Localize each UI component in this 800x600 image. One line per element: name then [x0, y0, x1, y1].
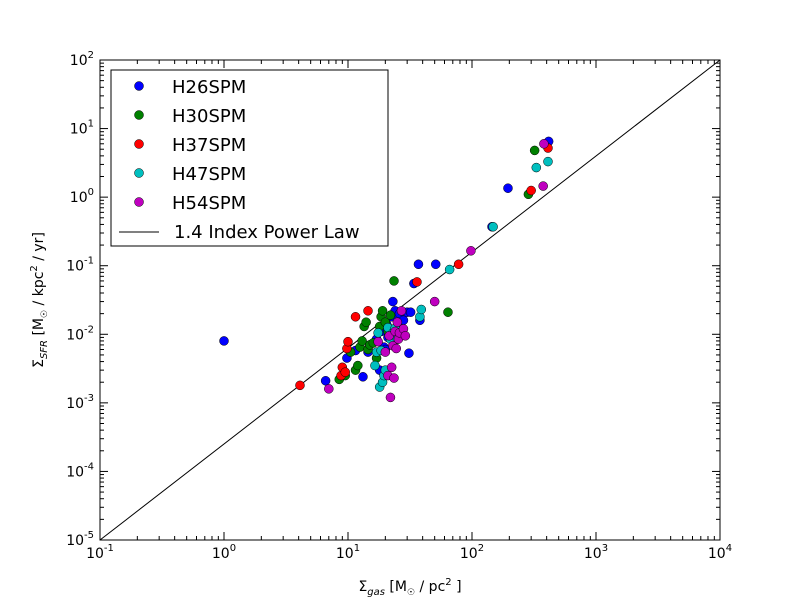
legend-label-power-law: 1.4 Index Power Law — [174, 222, 360, 243]
x-tick-label: 10-1 — [86, 543, 114, 562]
series-h37spm — [295, 143, 553, 391]
y-axis-label: ΣSFR [M☉ / kpc2 / yr] — [29, 232, 50, 368]
data-point-h54spm — [324, 384, 334, 394]
data-point-h37spm — [295, 380, 305, 391]
legend-marker-h47spm — [134, 168, 144, 178]
plot-area — [99, 59, 721, 541]
data-point-h47spm — [444, 264, 455, 275]
y-tick-label: 101 — [70, 119, 94, 138]
data-point-h54spm — [538, 181, 548, 191]
legend: H26SPM H30SPM H37SPM H47SPM H54SPM 1.4 I… — [110, 69, 389, 247]
data-point-h54spm — [392, 317, 403, 327]
x-tick-label: 102 — [460, 543, 484, 562]
x-axis-label-sub: gas — [367, 587, 385, 598]
data-point-h37spm — [363, 306, 373, 316]
data-point-h54spm — [380, 347, 391, 357]
y-axis-label-sub: SFR — [39, 340, 50, 359]
data-point-h47spm — [416, 304, 427, 315]
legend-item-h30spm: H30SPM — [134, 106, 246, 127]
data-point-h30spm — [357, 336, 367, 346]
axes-frame — [99, 59, 721, 541]
data-point-h54spm — [391, 343, 402, 354]
data-point-h26spm — [219, 336, 229, 346]
data-point-h37spm — [350, 312, 361, 322]
data-point-h30spm — [361, 317, 371, 327]
data-point-h47spm — [543, 156, 553, 167]
data-point-h30spm — [385, 310, 396, 320]
data-point-h54spm — [539, 139, 549, 149]
data-point-h54spm — [389, 373, 399, 383]
data-point-h30spm — [377, 306, 388, 316]
data-point-h54spm — [373, 336, 383, 347]
data-point-h37spm — [412, 277, 422, 287]
data-point-h26spm — [404, 348, 414, 358]
y-tick-label: 10-2 — [66, 324, 94, 343]
power-law-line — [99, 59, 721, 541]
legend-marker-h26spm — [134, 81, 144, 91]
data-point-h26spm — [503, 183, 513, 193]
legend-marker-h54spm — [134, 197, 144, 207]
legend-item-h26spm: H26SPM — [134, 77, 246, 98]
legend-item-h37spm: H37SPM — [134, 135, 246, 156]
x-tick-label: 100 — [212, 543, 236, 562]
data-point-h26spm — [405, 307, 416, 317]
legend-box — [110, 69, 389, 247]
y-tick-label: 100 — [70, 187, 94, 206]
y-tick-label: 10-1 — [66, 256, 94, 275]
legend-label-h37spm: H37SPM — [172, 135, 246, 156]
data-point-h47spm — [531, 162, 542, 173]
data-point-h37spm — [340, 367, 350, 377]
data-point-h30spm — [353, 360, 363, 371]
data-point-h54spm — [429, 296, 440, 307]
legend-item-h47spm: H47SPM — [134, 164, 246, 185]
y-tick-label: 102 — [70, 50, 94, 69]
legend-label-h26spm: H26SPM — [172, 77, 246, 98]
y-tick-label: 10-5 — [66, 530, 94, 549]
legend-label-h30spm: H30SPM — [172, 106, 246, 127]
legend-label-h47spm: H47SPM — [172, 164, 246, 185]
x-axis-label: Σgas [M☉ / pc2 ] — [358, 577, 461, 598]
data-point-h30spm — [529, 145, 540, 156]
legend-marker-h37spm — [134, 139, 144, 149]
legend-item-power-law: 1.4 Index Power Law — [119, 222, 360, 243]
data-point-h37spm — [526, 185, 536, 196]
y-tick-label: 10-3 — [66, 393, 94, 412]
y-tick-label: 10-4 — [66, 461, 94, 480]
data-point-h47spm — [488, 222, 498, 232]
data-point-h54spm — [400, 331, 411, 341]
data-point-h37spm — [453, 259, 464, 270]
x-tick-label: 103 — [584, 543, 608, 562]
data-point-h26spm — [430, 259, 441, 270]
x-tick-label: 104 — [708, 543, 732, 562]
data-point-h30spm — [389, 276, 399, 286]
legend-marker-h30spm — [134, 110, 144, 120]
legend-label-h54spm: H54SPM — [172, 193, 246, 214]
x-tick-label: 101 — [336, 543, 360, 562]
series-h54spm — [324, 139, 549, 403]
data-point-h37spm — [343, 336, 353, 347]
data-point-h54spm — [386, 362, 397, 373]
data-point-h54spm — [466, 246, 476, 256]
data-point-h30spm — [443, 307, 453, 317]
data-point-h54spm — [396, 306, 407, 316]
data-point-h54spm — [385, 392, 396, 403]
data-point-h26spm — [413, 259, 424, 270]
data-point-h26spm — [320, 376, 331, 386]
legend-item-h54spm: H54SPM — [134, 193, 246, 214]
data-point-h47spm — [370, 360, 380, 371]
data-point-h47spm — [373, 328, 383, 338]
data-point-h26spm — [388, 296, 398, 307]
data-point-h26spm — [358, 372, 368, 382]
